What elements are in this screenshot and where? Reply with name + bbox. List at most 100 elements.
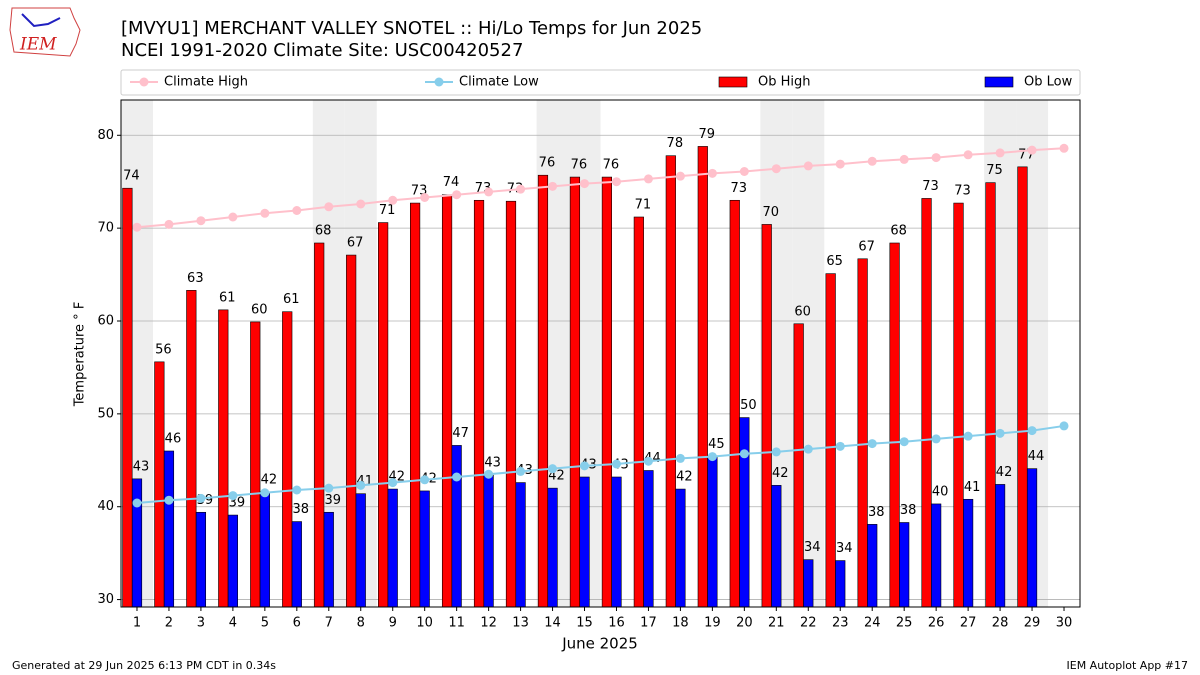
line-marker	[771, 447, 781, 457]
bar	[195, 511, 207, 608]
legend	[120, 69, 1081, 96]
value-label: 61	[283, 292, 300, 307]
line-marker	[1059, 421, 1069, 431]
line-marker	[611, 459, 621, 469]
value-label: 44	[1028, 449, 1045, 464]
legend-swatch	[984, 76, 1014, 88]
line-marker	[516, 466, 526, 476]
bar	[250, 321, 261, 608]
line-marker	[611, 177, 621, 187]
value-label: 40	[932, 484, 949, 499]
value-label: 42	[676, 470, 693, 485]
legend-marker	[139, 77, 149, 87]
bar	[1017, 166, 1028, 608]
line-marker	[484, 187, 494, 197]
x-tick-label: 12	[480, 616, 497, 631]
x-tick-label: 13	[512, 616, 529, 631]
line-marker	[995, 428, 1005, 438]
value-label: 60	[794, 304, 811, 319]
bar	[131, 478, 143, 608]
y-tick-label: 30	[97, 592, 114, 607]
line-marker	[675, 453, 685, 463]
line-marker	[899, 154, 909, 164]
value-label: 76	[603, 158, 620, 173]
value-label: 38	[293, 502, 310, 517]
line-marker	[260, 208, 270, 218]
bar	[921, 198, 932, 608]
bar	[483, 474, 494, 608]
line-marker	[1027, 145, 1037, 155]
line-marker	[835, 159, 845, 169]
line-marker	[452, 472, 462, 482]
line-marker	[388, 195, 398, 205]
value-label: 71	[379, 203, 396, 218]
bar	[505, 200, 517, 608]
value-label: 68	[315, 224, 332, 239]
bar	[355, 493, 366, 608]
x-tick-label: 17	[640, 616, 657, 631]
bar	[314, 242, 325, 608]
line-marker	[867, 156, 877, 166]
x-tick-label: 15	[576, 616, 593, 631]
line-marker	[388, 478, 398, 488]
bar	[707, 456, 718, 608]
line-marker	[899, 437, 909, 447]
line-marker	[803, 161, 813, 171]
line-marker	[707, 168, 717, 178]
y-tick-label: 40	[97, 499, 114, 514]
legend-label: Climate Low	[459, 75, 539, 90]
x-tick-label: 25	[896, 616, 913, 631]
bar	[867, 524, 878, 608]
value-label: 34	[836, 541, 853, 556]
bar	[122, 187, 133, 608]
x-tick-label: 18	[672, 616, 689, 631]
bar	[409, 202, 421, 608]
line-marker	[356, 199, 366, 209]
value-label: 42	[772, 466, 789, 481]
line-marker	[803, 444, 813, 454]
line-marker	[196, 216, 206, 226]
value-label: 78	[667, 136, 684, 151]
bar	[994, 484, 1006, 608]
bar	[282, 311, 293, 608]
bar	[963, 498, 974, 608]
chart-subtitle: NCEI 1991-2020 Climate Site: USC00420527	[121, 40, 523, 61]
line-marker	[164, 495, 174, 505]
bar	[1026, 468, 1038, 608]
logo-text: IEM	[19, 35, 57, 55]
x-tick-label: 21	[768, 616, 785, 631]
bar	[323, 511, 334, 608]
line-marker	[324, 202, 334, 212]
y-tick-label: 80	[97, 128, 114, 143]
value-label: 50	[740, 398, 757, 413]
x-tick-label: 11	[448, 616, 465, 631]
bar	[259, 491, 270, 608]
line-marker	[196, 493, 206, 503]
line-marker	[771, 164, 781, 174]
bar	[227, 514, 238, 608]
bar	[729, 199, 740, 608]
bar	[835, 560, 846, 608]
legend-label: Ob Low	[1024, 75, 1073, 90]
bar	[378, 222, 389, 608]
y-axis-label: Temperature ° F	[73, 302, 88, 408]
bar	[537, 174, 549, 608]
logo: IEM	[9, 7, 81, 57]
bar	[291, 521, 302, 608]
x-tick-label: 10	[416, 616, 433, 631]
bar	[665, 155, 676, 608]
line-marker	[516, 184, 526, 194]
bar	[771, 485, 782, 608]
x-tick-label: 19	[704, 616, 721, 631]
y-tick-label: 50	[97, 406, 114, 421]
line-marker	[867, 439, 877, 449]
bar	[803, 559, 814, 608]
y-tick-label: 70	[97, 221, 114, 236]
line-marker	[228, 212, 238, 222]
bar	[473, 199, 485, 608]
line-marker	[963, 431, 973, 441]
bar	[601, 176, 612, 608]
legend-marker	[434, 77, 444, 87]
value-label: 76	[539, 156, 556, 171]
bar	[154, 361, 165, 608]
